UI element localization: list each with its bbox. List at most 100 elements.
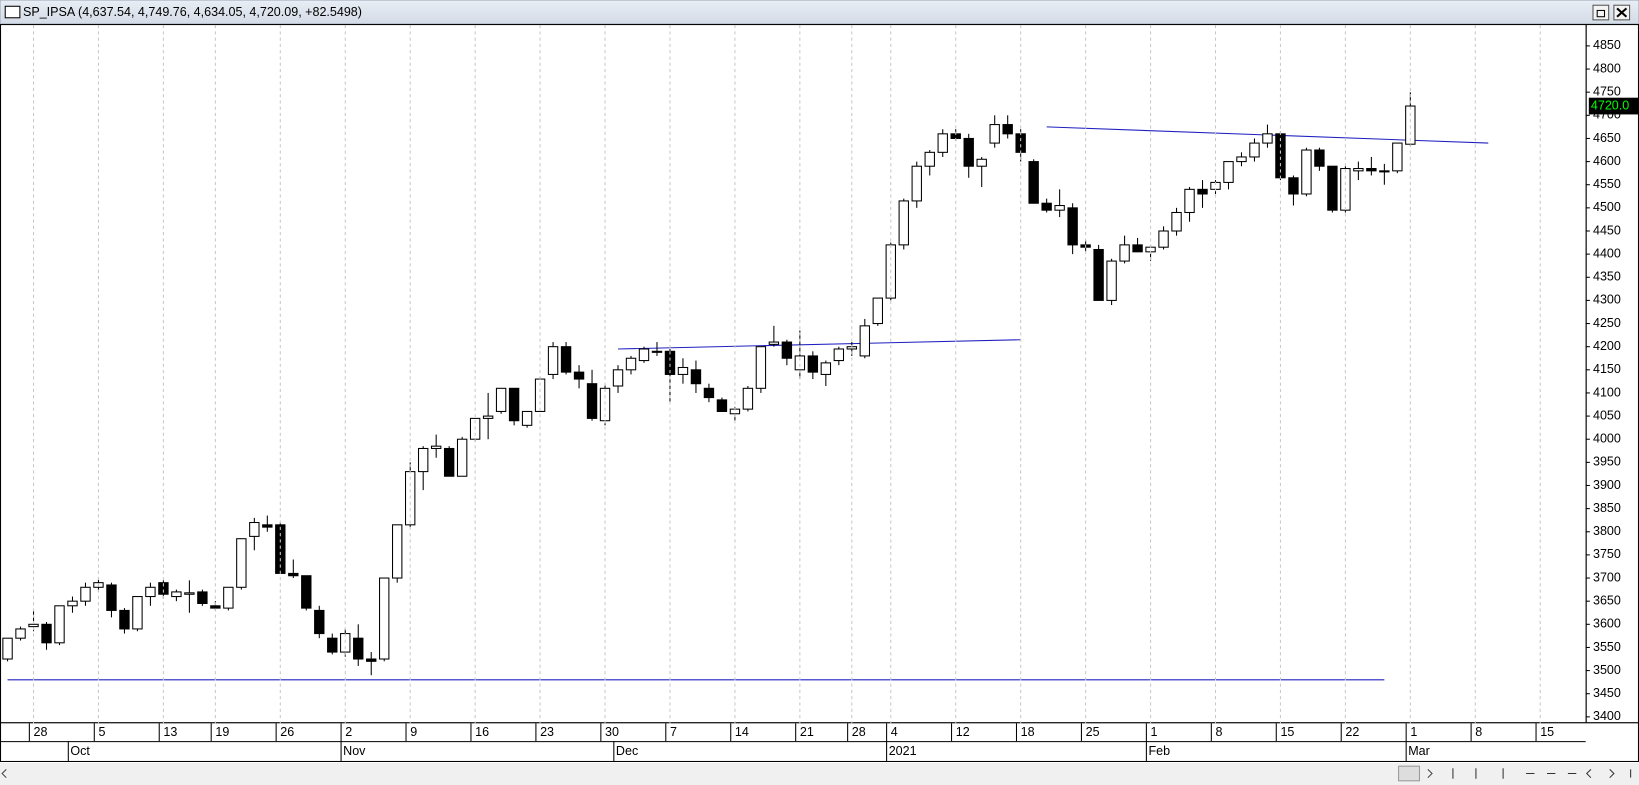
toolbar-icons[interactable] [1452, 768, 1632, 779]
candle-body [1249, 142, 1260, 158]
candle-body [872, 297, 883, 325]
plot-area [0, 24, 1587, 724]
month-label: Nov [343, 744, 366, 758]
candle-body [638, 348, 650, 362]
candle-body [716, 399, 728, 412]
y-tick-label: 4650 [1593, 131, 1621, 145]
x-tick-label: 26 [280, 725, 294, 739]
candle-body [145, 586, 156, 598]
candle-body [768, 341, 780, 345]
candle-body [1197, 188, 1208, 195]
x-tick-label: 22 [1345, 725, 1359, 739]
candle-body [184, 592, 195, 595]
y-tick-label: 4250 [1593, 316, 1621, 330]
candle-body [1028, 161, 1039, 204]
x-tick-label: 28 [852, 725, 866, 739]
candle-body [197, 591, 208, 605]
candle-body [820, 362, 832, 375]
candle-body [67, 600, 78, 607]
x-tick-label: 12 [956, 725, 970, 739]
candle-body [1223, 161, 1234, 183]
y-tick-label: 4450 [1593, 223, 1621, 237]
candle-body [353, 637, 364, 660]
candle-body [1093, 248, 1104, 301]
x-tick-label: 7 [670, 725, 677, 739]
x-tick-label: 21 [800, 725, 814, 739]
scroll-bar [0, 763, 1639, 785]
x-tick-label: 1 [1151, 725, 1158, 739]
candle-body [1171, 211, 1182, 232]
y-tick-label: 3700 [1593, 570, 1621, 584]
y-tick-label: 4750 [1593, 84, 1621, 98]
x-tick-label: 19 [215, 725, 229, 739]
y-tick-label: 4800 [1593, 61, 1621, 75]
candle-body [1041, 202, 1052, 211]
candle-body [1106, 260, 1117, 301]
candle-body [443, 447, 455, 477]
candle-body [742, 387, 754, 410]
x-tick-label: 9 [410, 725, 417, 739]
x-tick-label: 23 [540, 725, 554, 739]
candle-body [482, 415, 494, 419]
candle-body [1119, 244, 1130, 262]
candle-body [15, 628, 26, 639]
y-tick-label: 4550 [1593, 177, 1621, 191]
y-tick-label: 3750 [1593, 547, 1621, 561]
candle-body [171, 591, 182, 598]
y-tick-label: 3550 [1593, 640, 1621, 654]
y-tick-label: 4500 [1593, 200, 1621, 214]
candle-body [703, 387, 715, 399]
candle-body [301, 575, 312, 609]
candle-body [651, 350, 663, 353]
month-label: Dec [616, 744, 638, 758]
candle-body [963, 137, 974, 167]
trendline [618, 339, 1021, 350]
x-tick-label: 13 [163, 725, 177, 739]
candle-body [677, 366, 689, 375]
candle-body [1262, 133, 1273, 144]
candle-body [288, 572, 299, 577]
last-price-label: 4720.0 [1591, 98, 1629, 112]
scroll-right[interactable] [1427, 768, 1433, 779]
x-tick-label: 2 [345, 725, 352, 739]
restore-icon [1596, 9, 1606, 18]
x-tick-label: 8 [1475, 725, 1482, 739]
candle-body [690, 369, 702, 385]
month-label: Feb [1148, 744, 1170, 758]
candle-body [1158, 230, 1169, 248]
candle-body [911, 165, 922, 202]
candle-body [1015, 133, 1026, 153]
x-tick-label: 4 [891, 725, 898, 739]
month-label: 2021 [889, 744, 917, 758]
candle-body [366, 658, 377, 662]
scroll-left[interactable] [1, 768, 7, 779]
candle-body [106, 584, 117, 611]
candle-body [2, 637, 13, 660]
x-tick-label: 15 [1280, 725, 1294, 739]
candle-body [80, 586, 91, 602]
price-axis [1585, 24, 1639, 724]
candle-body [1379, 170, 1390, 173]
candle-body [859, 325, 871, 357]
candle-body [236, 538, 247, 588]
candle-body [430, 445, 442, 449]
restore-button[interactable] [1592, 4, 1610, 21]
candle-body [327, 637, 338, 653]
scroll-thumb[interactable] [1398, 765, 1421, 782]
candle-body [1067, 207, 1078, 246]
y-tick-label: 3400 [1593, 709, 1621, 723]
candle-body [1366, 168, 1377, 172]
x-tick-label: 1 [1410, 725, 1417, 739]
candle-body [392, 524, 403, 579]
y-tick-label: 3900 [1593, 478, 1621, 492]
candle-body [1184, 188, 1195, 214]
candle-body [781, 341, 793, 359]
candle-body [989, 124, 1000, 144]
candle-body [119, 609, 130, 630]
candle-body [1288, 177, 1299, 195]
y-tick-label: 3650 [1593, 593, 1621, 607]
candle-body [1405, 105, 1416, 145]
candle-body [158, 582, 169, 595]
candle-body [379, 577, 390, 660]
y-tick-label: 3800 [1593, 524, 1621, 538]
